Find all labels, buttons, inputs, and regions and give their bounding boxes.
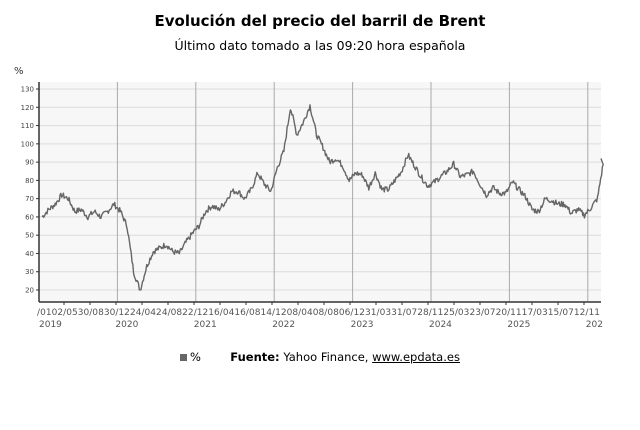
year-label: 2021	[194, 320, 217, 330]
line-chart: 20 30 40 50 60 70 80 90 100 110 120 130% /0102/0530/…	[14, 66, 604, 330]
y-tick-label: 60	[25, 213, 34, 221]
y-tick-label: 30	[25, 268, 34, 276]
year-label: 2024	[429, 320, 452, 330]
source-link[interactable]: www.epdata.es	[372, 350, 460, 364]
year-label: 2025	[507, 320, 530, 330]
y-tick-label: 80	[25, 177, 34, 185]
year-label: 2023	[351, 320, 374, 330]
y-tick-label: 70	[25, 195, 34, 203]
series-line	[41, 104, 604, 291]
legend: % Fuente: Yahoo Finance, www.epdata.es	[0, 350, 640, 364]
year-label: 2020	[115, 320, 138, 330]
year-label: 202	[586, 320, 603, 330]
y-tick-label: 130	[21, 86, 34, 94]
y-tick-label: 40	[25, 250, 34, 258]
year-label: 2022	[272, 320, 295, 330]
y-tick-label: 50	[25, 232, 34, 240]
y-tick-label: 120	[21, 104, 34, 112]
chart-title: Evolución del precio del barril de Brent	[154, 12, 486, 30]
y-tick-label: 110	[21, 122, 34, 130]
y-tick-label: 90	[25, 159, 34, 167]
y-axis-label: %	[14, 66, 24, 77]
source-text: Yahoo Finance,	[283, 350, 373, 364]
chart-subtitle: Último dato tomado a las 09:20 hora espa…	[174, 38, 466, 53]
x-tick-labels: /0102/0530/0830/1224/0424/0822/1216/0416…	[37, 308, 600, 318]
y-tick-label: 100	[21, 140, 34, 148]
year-label: 2019	[39, 320, 62, 330]
legend-swatch	[180, 354, 188, 361]
y-tick-label: 20	[25, 287, 34, 295]
plot-background	[39, 82, 601, 302]
legend-label: %	[190, 350, 201, 364]
source-label: Fuente:	[230, 350, 280, 364]
